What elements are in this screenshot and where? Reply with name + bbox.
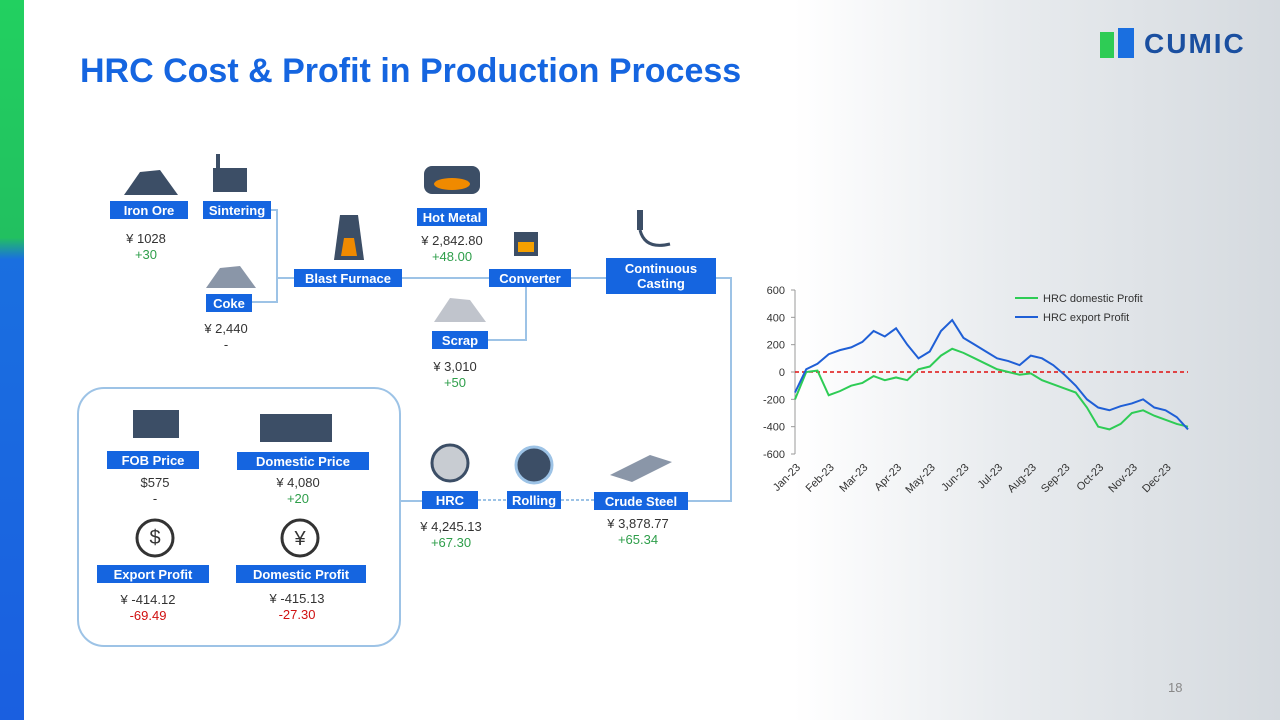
y-tick-label: -400 <box>763 422 785 434</box>
node-price: ¥ 2,440 <box>204 321 248 336</box>
node-label: Iron Ore <box>110 201 188 219</box>
node-price: ¥ 3,878.77 <box>607 516 669 531</box>
x-tick-label: Jun-23 <box>939 462 971 494</box>
legend-label: HRC domestic Profit <box>1043 293 1143 305</box>
node-price: ¥ -415.13 <box>269 591 325 606</box>
chart: -600 -400 -200 0 200 400 600 Jan-23 Feb-23 Mar-23… <box>763 285 1189 496</box>
node-label: Converter <box>489 269 571 287</box>
node-change: +67.30 <box>430 535 472 550</box>
x-tick-label: Apr-23 <box>872 462 904 494</box>
x-tick-label: Sep-23 <box>1039 462 1073 496</box>
node-change: -69.49 <box>129 608 167 623</box>
node-label: Sintering <box>203 201 271 219</box>
series-line <box>794 347 1189 431</box>
node-label: Domestic Profit <box>236 565 366 583</box>
node-price: ¥ -414.12 <box>120 592 176 607</box>
node-label: Export Profit <box>97 565 209 583</box>
node-price: ¥ 4,080 <box>276 475 320 490</box>
node-change: - <box>223 337 229 352</box>
node-label: Scrap <box>432 331 488 349</box>
node-price: ¥ 1028 <box>126 231 166 246</box>
series-line <box>794 318 1189 431</box>
connectors: $ ¥ <box>77 154 732 647</box>
node-change: -27.30 <box>278 607 316 622</box>
y-tick-label: 600 <box>767 285 785 297</box>
x-tick-label: Jan-23 <box>771 462 803 494</box>
node-change: +65.34 <box>617 532 659 547</box>
node-change: +50 <box>443 375 467 390</box>
node-label: Rolling <box>507 491 561 509</box>
node-change: - <box>152 491 158 506</box>
legend-label: HRC export Profit <box>1043 312 1129 324</box>
node-label: Coke <box>206 294 252 312</box>
x-tick-label: Aug-23 <box>1005 462 1039 496</box>
y-tick-label: 200 <box>767 340 785 352</box>
logo-icon <box>1100 28 1134 58</box>
y-tick-label: 400 <box>767 312 785 324</box>
x-tick-label: Oct-23 <box>1074 462 1106 494</box>
page-number: 18 <box>1168 680 1183 695</box>
y-tick-label: -600 <box>763 449 785 461</box>
node-label: Blast Furnace <box>294 269 402 287</box>
x-tick-label: Mar-23 <box>837 462 870 495</box>
x-tick-label: Dec-23 <box>1140 462 1174 496</box>
y-tick-label: -200 <box>763 394 785 406</box>
svg-text:$: $ <box>149 527 160 549</box>
logo-text: CUMIC <box>1144 28 1246 59</box>
side-strip <box>0 0 24 720</box>
x-tick-label: Jul-23 <box>976 462 1006 492</box>
x-tick-label: May-23 <box>903 462 937 496</box>
node-change: +30 <box>134 247 158 262</box>
x-tick-label: Feb-23 <box>804 462 837 495</box>
node-price: ¥ 3,010 <box>433 359 477 374</box>
y-tick-label: 0 <box>779 367 785 379</box>
node-label: Crude Steel <box>594 492 688 510</box>
node-label: Hot Metal <box>417 208 487 226</box>
node-label: FOB Price <box>107 451 199 469</box>
node-price: ¥ 4,245.13 <box>420 519 482 534</box>
node-price: ¥ 2,842.80 <box>421 233 483 248</box>
node-price: $575 <box>140 475 170 490</box>
x-tick-label: Nov-23 <box>1106 462 1140 496</box>
node-label: Domestic Price <box>237 452 369 470</box>
node-label: HRC <box>422 491 478 509</box>
node-change: +20 <box>286 491 310 506</box>
title: HRC Cost & Profit in Production Process <box>80 52 742 90</box>
node-label: Continuous Casting <box>606 258 716 294</box>
node-change: +48.00 <box>431 249 473 264</box>
svg-text:¥: ¥ <box>293 528 306 550</box>
